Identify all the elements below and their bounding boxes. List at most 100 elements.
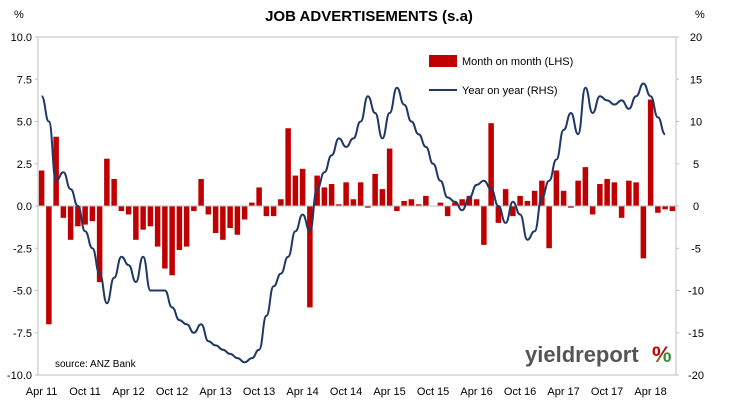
bar-month-on-month: [198, 178, 204, 206]
bar-month-on-month: [278, 199, 284, 206]
bar-month-on-month: [408, 199, 415, 206]
x-tick-label: Apr 12: [112, 386, 144, 398]
bar-month-on-month: [546, 206, 552, 249]
bar-month-on-month: [314, 175, 320, 206]
bar-month-on-month: [176, 206, 183, 250]
bar-month-on-month: [394, 206, 400, 212]
right-tick-label: 10: [690, 117, 702, 129]
bar-month-on-month: [357, 182, 364, 206]
x-tick-label: Oct 17: [591, 386, 623, 398]
bar-month-on-month: [423, 195, 429, 206]
x-tick-label: Apr 15: [373, 386, 405, 398]
bar-month-on-month: [125, 206, 132, 215]
bar-month-on-month: [560, 190, 567, 206]
left-tick-label: -5.0: [13, 286, 32, 298]
bar-month-on-month: [299, 168, 306, 206]
bar-month-on-month: [466, 195, 473, 206]
bar-month-on-month: [401, 200, 407, 206]
bar-month-on-month: [444, 206, 451, 217]
bar-month-on-month: [75, 206, 81, 227]
x-tick-label: Oct 12: [156, 386, 188, 398]
bar-month-on-month: [38, 170, 45, 206]
bar-month-on-month: [256, 187, 262, 206]
bar-month-on-month: [633, 182, 639, 206]
bar-month-on-month: [604, 178, 610, 206]
bar-month-on-month: [270, 206, 277, 217]
right-tick-label: 5: [693, 159, 699, 171]
bar-month-on-month: [365, 206, 371, 208]
left-tick-label: 10.0: [11, 32, 32, 44]
bar-month-on-month: [133, 206, 139, 240]
bar-month-on-month: [495, 206, 502, 223]
bar-month-on-month: [328, 184, 335, 206]
bar-month-on-month: [582, 167, 589, 206]
bar-month-on-month: [147, 206, 154, 227]
bar-month-on-month: [531, 190, 538, 206]
bar-month-on-month: [611, 182, 618, 206]
bar-month-on-month: [46, 206, 52, 325]
right-axis-ticks: 20 15 10 5 0 -5 -10 -15 -20: [676, 32, 704, 382]
x-axis-ticks: Apr 11 Oct 11 Apr 12 Oct 12 Apr 13 Oct 13 Apr …: [26, 386, 667, 398]
x-tick-label: Oct 14: [330, 386, 362, 398]
bar-month-on-month: [597, 184, 603, 206]
bar-month-on-month: [626, 180, 632, 206]
bar-month-on-month: [647, 99, 654, 206]
bar-month-on-month: [568, 206, 574, 208]
bar-month-on-month: [539, 180, 545, 206]
x-tick-label: Apr 16: [460, 386, 492, 398]
bar-month-on-month: [82, 206, 88, 225]
bar-month-on-month: [227, 206, 233, 228]
x-tick-label: Oct 11: [69, 386, 101, 398]
bar-month-on-month: [154, 206, 161, 247]
bar-month-on-month: [89, 206, 96, 222]
left-tick-label: 0.0: [17, 201, 32, 213]
bar-month-on-month: [307, 206, 313, 308]
bar-month-on-month: [350, 199, 357, 206]
bar-month-on-month: [415, 204, 422, 206]
bar-month-on-month: [372, 173, 378, 206]
bar-month-on-month: [488, 123, 494, 206]
bar-month-on-month: [336, 204, 342, 206]
bar-month-on-month: [220, 206, 226, 240]
chart-title: JOB ADVERTISEMENTS (s.a): [265, 8, 473, 25]
right-tick-label: -10: [688, 286, 704, 298]
x-tick-label: Apr 14: [286, 386, 318, 398]
left-axis-unit: %: [14, 9, 24, 21]
bar-month-on-month: [510, 206, 516, 217]
bar-month-on-month: [212, 206, 219, 234]
x-tick-label: Oct 13: [243, 386, 275, 398]
bar-month-on-month: [452, 202, 458, 206]
bar-month-on-month: [640, 206, 647, 259]
bar-month-on-month: [517, 195, 523, 206]
left-axis-ticks: 10.0 7.5 5.0 2.5 0.0 -2.5 -5.0 -7.5 -10.0: [7, 32, 38, 382]
x-tick-label: Apr 13: [199, 386, 231, 398]
bar-month-on-month: [263, 206, 270, 217]
bar-month-on-month: [234, 206, 241, 235]
bar-month-on-month: [437, 202, 444, 206]
bar-month-on-month: [249, 202, 255, 206]
bar-month-on-month: [118, 206, 125, 212]
bar-month-on-month: [589, 206, 596, 215]
bar-month-on-month: [104, 158, 110, 206]
x-tick-label: Oct 15: [417, 386, 449, 398]
bar-month-on-month: [53, 136, 59, 206]
bar-month-on-month: [669, 206, 676, 212]
legend: Month on month (LHS) Year on year (RHS): [429, 55, 573, 97]
bar-month-on-month: [60, 206, 67, 218]
bar-month-on-month: [473, 199, 480, 206]
bar-month-on-month: [285, 128, 291, 206]
source-note: source: ANZ Bank: [55, 359, 137, 370]
right-axis-unit: %: [695, 9, 705, 21]
right-tick-label: -5: [691, 243, 701, 255]
right-tick-label: 15: [690, 74, 702, 86]
left-tick-label: 5.0: [17, 117, 32, 129]
bar-month-on-month: [183, 206, 190, 247]
bar-month-on-month: [67, 206, 74, 240]
bar-month-on-month: [343, 182, 349, 206]
bar-month-on-month: [502, 189, 509, 206]
left-tick-label: -7.5: [13, 328, 32, 340]
bar-month-on-month: [553, 170, 560, 206]
bar-month-on-month: [111, 178, 117, 206]
bar-month-on-month: [292, 175, 299, 206]
